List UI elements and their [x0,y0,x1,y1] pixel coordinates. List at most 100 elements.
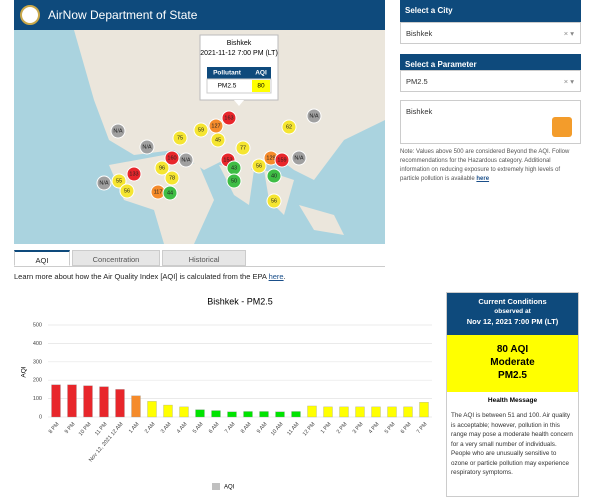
tab[interactable]: AQI [14,250,70,266]
x-tick-label: 8 AM [240,421,253,435]
map-marker[interactable]: 75 [172,130,188,146]
x-tick-label: 3 PM [352,421,365,435]
rss-icon[interactable] [552,117,572,137]
marker-label: N/A [309,113,319,119]
map-marker[interactable]: 96 [154,160,170,176]
marker-dot [193,122,209,138]
map-marker[interactable]: N/A [96,175,112,191]
map-marker[interactable]: 163 [221,110,237,126]
marker-dot [274,152,290,168]
bar [291,411,301,418]
map-marker[interactable]: N/A [139,139,155,155]
x-tick-label: 2 AM [144,421,157,435]
bar [307,405,317,418]
dropdown-arrow: × ▾ [563,77,574,86]
popup: Bishkek 2021-11-12 7:00 PM (LT) Pollutan… [199,34,279,106]
param-select[interactable]: PM2.5 × ▾ [400,70,581,92]
marker-label: 62 [286,124,292,130]
x-tick-label: 11 PM [94,421,109,437]
note: Note: Values above 500 are considered Be… [400,148,581,184]
bar [259,411,269,418]
bar [403,406,413,418]
city-select[interactable]: Bishkek × ▾ [400,22,581,44]
bar [51,384,61,418]
x-tick-label: 5 PM [384,421,397,435]
x-tick-label: 8 PM [48,421,61,435]
marker-label: 77 [240,145,246,151]
note-text: Note: Values above 500 are considered Be… [400,149,570,182]
marker-label: 55 [116,178,122,184]
tab[interactable]: Historical [162,250,246,266]
marker-dot [266,193,282,209]
note-link[interactable]: here [476,176,490,182]
y-tick-label: 100 [33,396,42,402]
popup-pollutant: PM2.5 [218,83,237,90]
map-marker[interactable]: 59 [193,122,209,138]
bar [131,395,141,418]
map-marker[interactable]: N/A [306,108,322,124]
map-marker[interactable]: 55 [111,173,127,189]
x-tick-label: 12 PM [302,421,317,437]
x-tick-label: 4 PM [368,421,381,435]
bar [83,385,93,418]
map-marker[interactable]: 78 [164,170,180,186]
marker-dot [306,108,322,124]
marker-dot [235,140,251,156]
chart-title: Bishkek - PM2.5 [207,296,273,306]
marker-label: 59 [198,127,204,133]
marker-label: N/A [99,180,109,186]
map-marker[interactable]: N/A [291,150,307,166]
map-marker[interactable]: 56 [119,183,135,199]
marker-label: N/A [294,155,304,161]
map-marker[interactable]: 40 [266,168,282,184]
feed-box: Bishkek [400,100,581,144]
marker-dot [110,123,126,139]
marker-dot [126,166,142,182]
bar [67,384,77,418]
info-link[interactable]: here [268,272,284,281]
map-marker[interactable]: 45 [210,132,226,148]
x-tick-label: 7 PM [416,421,429,435]
map-marker[interactable]: 62 [281,119,297,135]
bar [227,411,237,418]
marker-label: 153 [223,157,232,163]
marker-label: 127 [211,123,220,129]
bar [419,402,429,418]
bar [371,406,381,418]
map-marker[interactable]: 50 [226,173,242,189]
x-tick-label: 6 PM [400,421,413,435]
x-tick-label: 10 PM [78,421,93,437]
y-tick-label: 0 [39,414,42,420]
marker-dot [162,185,178,201]
map-marker[interactable]: 133 [126,166,142,182]
map-marker[interactable]: N/A [110,123,126,139]
popup-aqi-cell [252,80,270,92]
marker-dot [178,152,194,168]
conditions-aqi-box: 80 AQI Moderate PM2.5 [447,335,578,392]
legend-label: AQI [224,485,235,491]
popup-table-header [207,67,271,79]
marker-label: 129 [266,155,275,161]
map-marker[interactable]: 43 [226,160,242,176]
bar [99,386,109,418]
map-marker[interactable]: 159 [274,152,290,168]
x-tick-label: 1 AM [128,421,141,435]
conditions-time: Nov 12, 2021 7:00 PM (LT) [466,317,559,326]
y-tick-label: 300 [33,359,42,365]
map-marker[interactable]: N/A [178,152,194,168]
marker-label: 45 [215,137,221,143]
popup-time: 2021-11-12 7:00 PM (LT) [200,50,278,57]
bar [195,409,205,418]
marker-dot [251,158,267,174]
map-marker[interactable]: 56 [266,193,282,209]
tab[interactable]: Concentration [72,250,160,266]
dropdown-arrow: × ▾ [563,29,574,38]
map-marker[interactable]: 44 [162,185,178,201]
map-marker[interactable]: 56 [251,158,267,174]
map-marker[interactable]: 77 [235,140,251,156]
map[interactable]: N/A N/A 75 59 127 163 45 160 N/A 96 78 153 77 56 43 50 1… [14,30,385,244]
x-tick-label: 2 PM [336,421,349,435]
map-marker[interactable]: 127 [208,118,224,134]
marker-dot [172,130,188,146]
marker-label: 159 [277,157,286,163]
